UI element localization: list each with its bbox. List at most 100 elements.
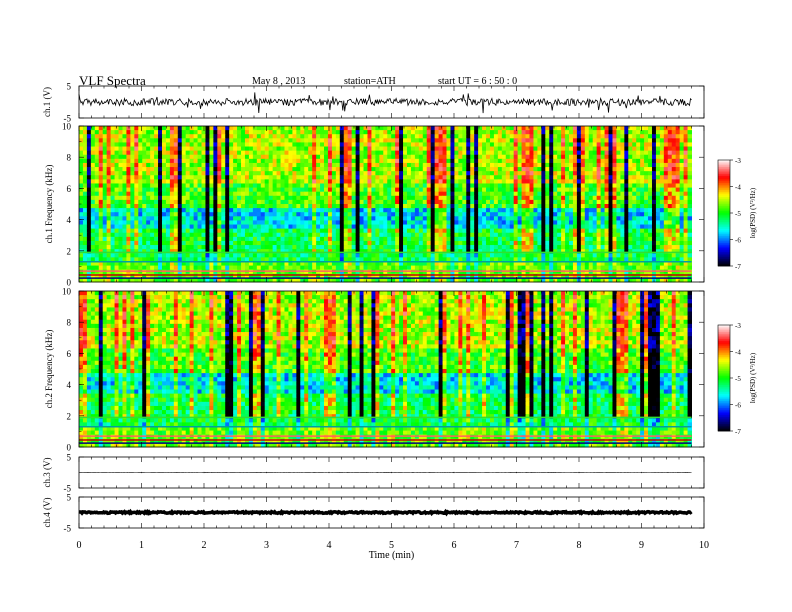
spectrogram-cell <box>466 195 471 201</box>
spectrogram-cell <box>154 199 159 205</box>
spectrogram-cell <box>241 154 246 160</box>
spectrogram-cell <box>651 146 657 152</box>
spectrogram-cell <box>130 232 135 238</box>
spectrogram-cell <box>114 236 120 242</box>
spectrogram-cell <box>201 204 206 209</box>
spectrogram-cell <box>90 249 96 254</box>
spectrogram-cell <box>126 228 131 234</box>
spectrogram-cell <box>478 195 483 201</box>
spectrogram-cell <box>351 236 357 242</box>
spectrogram-cell <box>505 130 511 135</box>
spectrogram-cell <box>663 130 669 135</box>
spectrogram-cell <box>320 204 325 209</box>
spectrogram-cell <box>260 253 266 258</box>
spectrogram-cell <box>399 245 404 250</box>
spectrogram-cell <box>375 212 380 217</box>
spectrogram-cell <box>679 236 685 242</box>
spectrogram-cell <box>513 212 519 217</box>
spectrogram-cell <box>493 175 499 180</box>
spectrogram-cell <box>79 134 84 139</box>
spectrogram-cell <box>517 191 523 197</box>
spectrogram-cell <box>288 183 293 189</box>
spectrogram-cell <box>296 171 301 176</box>
spectrogram-cell <box>114 130 120 135</box>
spectrogram-cell <box>588 167 594 172</box>
spectrogram-cell <box>102 138 108 143</box>
spectrogram-cell <box>98 195 104 201</box>
spectrogram-cell <box>399 171 404 176</box>
spectrogram-cell <box>596 183 602 189</box>
spectrogram-cell <box>229 138 234 143</box>
spectrogram-cell <box>549 228 554 234</box>
spectrogram-cell <box>553 199 558 205</box>
spectrogram-cell <box>296 134 301 139</box>
spectrogram-cell <box>478 158 483 164</box>
spectrogram-cell <box>426 253 432 258</box>
spectrogram-cell <box>197 236 202 242</box>
spectrogram-cell <box>509 126 515 131</box>
spectrogram-cell <box>138 191 143 197</box>
spectrogram-cell <box>549 187 554 193</box>
spectrogram-cell <box>138 224 143 230</box>
spectrogram-cell <box>537 212 542 217</box>
spectrogram-cell <box>501 167 507 172</box>
spectrogram-cell <box>292 175 297 180</box>
spectrogram-cell <box>513 224 519 230</box>
spectrogram-cell <box>387 236 392 242</box>
spectrogram-cell <box>395 199 400 205</box>
spectrogram-cell <box>497 167 503 172</box>
spectrogram-cell <box>197 220 202 226</box>
spectrogram-cell <box>584 220 590 226</box>
spectrogram-cell <box>312 175 317 180</box>
spectrogram-cell <box>94 175 100 180</box>
spectrogram-cell <box>541 212 546 217</box>
spectrogram-cell <box>648 126 653 131</box>
spectrogram-cell <box>648 208 653 213</box>
spectrogram-cell <box>106 187 112 193</box>
spectrogram-cell <box>533 220 538 226</box>
spectrogram-cell <box>181 232 187 238</box>
spectrogram-cell <box>628 187 633 193</box>
spectrogram-cell <box>316 216 321 221</box>
spectrogram-cell <box>154 134 159 139</box>
spectrogram-cell <box>529 232 534 238</box>
spectrogram-cell <box>312 204 317 209</box>
spectrogram-cell <box>470 253 475 258</box>
spectrogram-cell <box>466 199 471 205</box>
spectrogram-cell <box>612 216 617 221</box>
spectrogram-cell <box>655 228 661 234</box>
spectrogram-cell <box>600 142 606 148</box>
spectrogram-cell <box>118 199 123 205</box>
spectrogram-cell <box>134 245 139 250</box>
spectrogram-cell <box>663 175 669 180</box>
spectrogram-cell <box>343 187 349 193</box>
spectrogram-cell <box>229 154 234 160</box>
spectrogram-cell <box>418 175 424 180</box>
spectrogram-cell <box>640 204 645 209</box>
spectrogram-cell <box>683 228 689 234</box>
spectrogram-cell <box>367 195 372 201</box>
spectrogram-cell <box>146 130 151 135</box>
spectrogram-cell <box>501 228 507 234</box>
spectrogram-cell <box>260 167 266 172</box>
spectrogram-cell <box>391 171 396 176</box>
spectrogram-cell <box>403 150 408 156</box>
spectrogram-cell <box>177 257 183 262</box>
spectrogram-cell <box>608 240 613 246</box>
spectrogram-cell <box>683 138 689 143</box>
spectrogram-cell <box>553 134 558 139</box>
spectrogram-cell <box>252 179 258 184</box>
spectrogram-cell <box>209 240 214 246</box>
spectrogram-cell <box>177 208 183 213</box>
spectrogram-cell <box>213 199 218 205</box>
spectrogram-cell <box>561 195 566 201</box>
spectrogram-cell <box>90 142 96 148</box>
spectrogram-cell <box>675 228 681 234</box>
spectrogram-cell <box>604 158 610 164</box>
spectrogram-cell <box>312 195 317 201</box>
spectrogram-cell <box>217 138 222 143</box>
spectrogram-cell <box>355 249 361 254</box>
spectrogram-cell <box>454 212 459 217</box>
spectrogram-cell <box>146 253 151 258</box>
spectrogram-cell <box>181 175 187 180</box>
